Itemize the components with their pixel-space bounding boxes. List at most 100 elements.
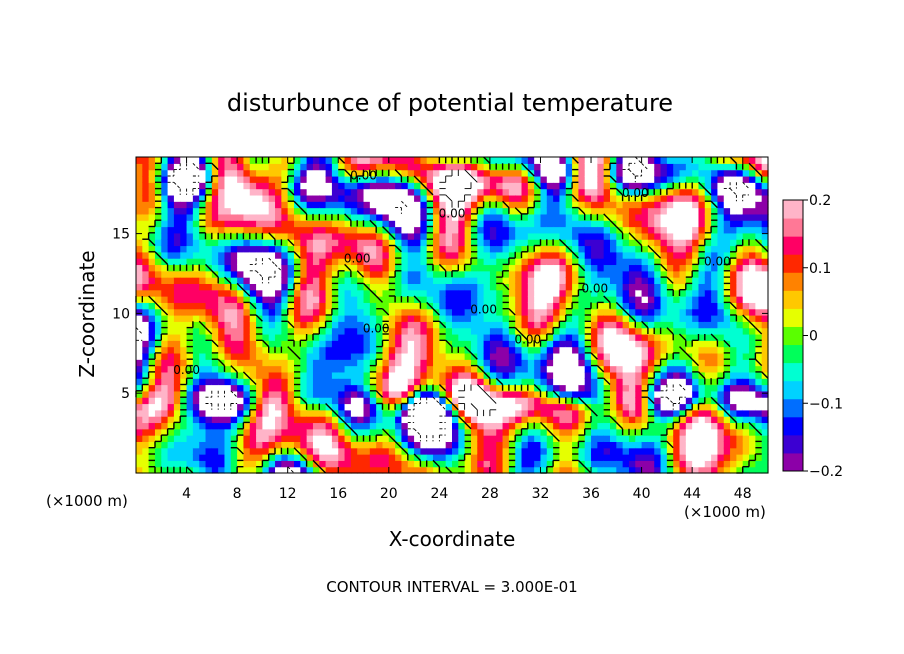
heatmap-cell bbox=[306, 428, 314, 436]
heatmap-cell bbox=[641, 378, 649, 386]
heatmap-cell bbox=[319, 346, 327, 354]
heatmap-cell bbox=[338, 321, 346, 329]
heatmap-cell bbox=[711, 428, 719, 436]
heatmap-cell bbox=[350, 378, 358, 386]
heatmap-cell bbox=[496, 289, 504, 297]
heatmap-cell bbox=[256, 447, 263, 455]
heatmap-cell bbox=[603, 157, 611, 164]
heatmap-cell bbox=[161, 327, 169, 335]
heatmap-cell bbox=[306, 378, 314, 386]
heatmap-cell bbox=[426, 428, 434, 436]
heatmap-cell bbox=[224, 213, 232, 221]
heatmap-cell bbox=[376, 435, 384, 442]
heatmap-cell bbox=[167, 245, 175, 253]
heatmap-cell bbox=[275, 359, 282, 367]
heatmap-cell bbox=[464, 182, 472, 190]
heatmap-cell bbox=[218, 428, 226, 436]
heatmap-cell bbox=[205, 232, 213, 240]
heatmap-cell bbox=[237, 239, 245, 247]
heatmap-cell bbox=[641, 435, 649, 442]
heatmap-cell bbox=[363, 466, 371, 474]
heatmap-cell bbox=[243, 296, 251, 303]
heatmap-cell bbox=[142, 447, 150, 455]
heatmap-cell bbox=[268, 201, 276, 209]
heatmap-cell bbox=[388, 220, 396, 228]
heatmap-cell bbox=[173, 157, 181, 164]
heatmap-cell bbox=[211, 245, 219, 253]
heatmap-cell bbox=[154, 384, 162, 392]
heatmap-cell bbox=[565, 428, 573, 436]
heatmap-cell bbox=[641, 308, 649, 316]
heatmap-cell bbox=[445, 390, 453, 398]
heatmap-cell bbox=[249, 441, 257, 449]
heatmap-cell bbox=[192, 378, 200, 386]
heatmap-cell bbox=[527, 188, 535, 196]
heatmap-cell bbox=[338, 201, 346, 209]
heatmap-cell bbox=[458, 251, 466, 259]
heatmap-cell bbox=[312, 169, 320, 177]
heatmap-cell bbox=[628, 277, 636, 284]
heatmap-cell bbox=[730, 371, 737, 379]
heatmap-cell bbox=[249, 207, 257, 215]
heatmap-cell bbox=[281, 220, 289, 228]
heatmap-cell bbox=[275, 296, 282, 303]
heatmap-cell bbox=[704, 283, 712, 291]
heatmap-cell bbox=[584, 270, 592, 278]
heatmap-cell bbox=[470, 157, 478, 164]
heatmap-cell bbox=[218, 378, 226, 386]
heatmap-cell bbox=[439, 416, 447, 424]
heatmap-cell bbox=[407, 454, 415, 461]
heatmap-cell bbox=[711, 384, 719, 392]
heatmap-cell bbox=[717, 169, 725, 177]
heatmap-cell bbox=[679, 302, 687, 310]
heatmap-cell bbox=[515, 416, 523, 424]
heatmap-cell bbox=[395, 365, 403, 373]
heatmap-cell bbox=[426, 157, 434, 164]
heatmap-cell bbox=[591, 422, 598, 430]
heatmap-cell bbox=[382, 365, 390, 373]
heatmap-cell bbox=[312, 182, 320, 190]
heatmap-cell bbox=[414, 340, 421, 348]
heatmap-cell bbox=[243, 416, 251, 424]
heatmap-cell bbox=[553, 220, 561, 228]
heatmap-cell bbox=[622, 264, 630, 272]
heatmap-cell bbox=[578, 308, 586, 316]
heatmap-cell bbox=[704, 277, 712, 284]
heatmap-cell bbox=[388, 340, 396, 348]
heatmap-cell bbox=[452, 277, 459, 284]
heatmap-cell bbox=[572, 466, 579, 474]
heatmap-cell bbox=[521, 157, 529, 164]
heatmap-cell bbox=[350, 390, 358, 398]
heatmap-cell bbox=[635, 409, 643, 417]
heatmap-cell bbox=[306, 232, 314, 240]
heatmap-cell bbox=[527, 232, 535, 240]
heatmap-cell bbox=[591, 245, 598, 253]
heatmap-cell bbox=[610, 327, 617, 335]
heatmap-cell bbox=[268, 359, 276, 367]
heatmap-cell bbox=[312, 264, 320, 272]
heatmap-cell bbox=[275, 315, 282, 322]
heatmap-cell bbox=[502, 327, 510, 335]
heatmap-cell bbox=[591, 321, 598, 329]
heatmap-cell bbox=[572, 409, 579, 417]
heatmap-cell bbox=[262, 428, 270, 436]
heatmap-cell bbox=[154, 416, 162, 424]
heatmap-cell bbox=[610, 428, 617, 436]
heatmap-cell bbox=[546, 315, 554, 322]
heatmap-cell bbox=[622, 188, 630, 196]
heatmap-cell bbox=[205, 447, 213, 455]
heatmap-cell bbox=[331, 175, 339, 183]
heatmap-cell bbox=[376, 289, 384, 297]
heatmap-cell bbox=[376, 454, 384, 461]
heatmap-cell bbox=[654, 296, 662, 303]
heatmap-cell bbox=[420, 460, 428, 468]
heatmap-cell bbox=[357, 251, 365, 259]
heatmap-cell bbox=[154, 157, 162, 164]
heatmap-cell bbox=[597, 289, 605, 297]
heatmap-cell bbox=[300, 157, 308, 164]
heatmap-cell bbox=[148, 416, 156, 424]
heatmap-cell bbox=[616, 251, 624, 259]
heatmap-cell bbox=[515, 390, 523, 398]
heatmap-cell bbox=[736, 340, 744, 348]
heatmap-cell bbox=[464, 441, 472, 449]
